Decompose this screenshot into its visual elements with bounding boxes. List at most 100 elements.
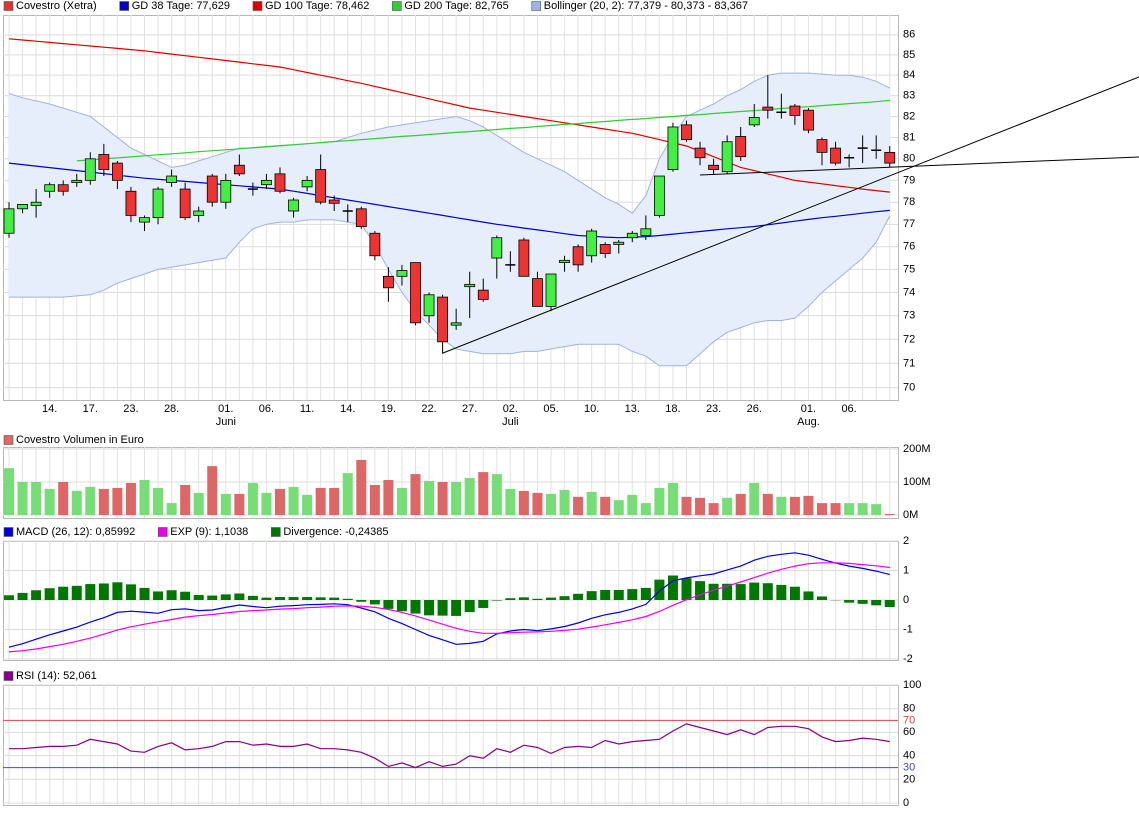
x-tick-label: 19. [381, 403, 396, 415]
volume-bar [708, 503, 719, 515]
divergence-bar [613, 589, 624, 600]
trend-line [699, 156, 1139, 176]
y-tick-label: 100M [903, 476, 931, 488]
candle-body [681, 124, 692, 141]
divergence-bar [437, 600, 448, 616]
divergence-bar [31, 590, 42, 600]
x-tick-label: 17. [83, 403, 98, 415]
moving-average [8, 38, 890, 193]
volume-bar [762, 493, 773, 515]
divergence-bar [573, 593, 584, 600]
volume-bar [613, 500, 624, 515]
divergence-bar [451, 600, 462, 616]
volume-bar [695, 497, 706, 515]
volume-bar [112, 487, 123, 515]
y-tick-label: 1 [903, 564, 909, 576]
y-tick-label: -2 [903, 653, 913, 665]
x-month-label: Aug. [797, 416, 820, 428]
y-tick-label: 0 [903, 797, 909, 809]
volume-bar [424, 481, 435, 515]
legend-swatch [3, 1, 14, 11]
x-tick-label: 11. [300, 403, 314, 415]
divergence-bar [288, 597, 299, 600]
volume-bar [789, 496, 800, 515]
divergence-bar [4, 595, 14, 600]
candle-body [694, 147, 706, 159]
divergence-bar [98, 583, 109, 600]
volume-bar [315, 487, 326, 515]
volume-bar [234, 493, 245, 515]
candle-body [816, 139, 828, 153]
volume-bar [844, 503, 855, 515]
candle-body [518, 239, 530, 277]
indicator-line [8, 562, 890, 653]
indicator-line [9, 723, 890, 769]
candle-body [288, 199, 299, 212]
y-tick-label: 78 [903, 196, 915, 208]
moving-average [8, 162, 890, 239]
volume-bar [803, 495, 814, 515]
volume-bar [31, 482, 42, 515]
divergence-bar [356, 600, 367, 602]
volume-bar [722, 497, 733, 515]
y-tick-label: 74 [903, 286, 915, 298]
y-tick-label: 2 [903, 535, 909, 547]
volume-bar [302, 494, 313, 515]
candle-body [423, 294, 435, 317]
candle-body [71, 179, 83, 183]
volume-bar [4, 468, 14, 515]
candle-body [369, 232, 381, 257]
indicator-line [8, 552, 890, 648]
y-tick-label: 200M [903, 443, 931, 455]
y-tick-label: 86 [903, 29, 915, 41]
reference-label: 70 [903, 714, 915, 726]
divergence-bar [546, 597, 556, 600]
volume-bar [464, 478, 475, 515]
candle-body [261, 179, 272, 186]
volume-bar [735, 493, 746, 515]
divergence-bar [464, 600, 475, 613]
divergence-bar [762, 583, 773, 600]
volume-bar [884, 514, 895, 515]
volume-bar [667, 482, 678, 515]
volume-bar [180, 484, 191, 515]
candle-body [721, 141, 733, 173]
volume-bar [17, 482, 28, 515]
divergence-bar [302, 597, 313, 600]
volume-bar [817, 503, 827, 515]
y-tick-label: 71 [903, 357, 915, 369]
volume-bar [139, 480, 150, 515]
volume-bar [857, 503, 868, 515]
x-tick-label: 27. [462, 403, 477, 415]
divergence-bar [329, 597, 340, 600]
volume-bar [383, 480, 394, 515]
candle-body [735, 136, 747, 158]
volume-bar [830, 503, 841, 515]
y-tick-label: 75 [903, 263, 915, 275]
x-tick-label: 23. [706, 403, 721, 415]
divergence-bar [708, 583, 719, 600]
volume-bar [329, 487, 340, 515]
divergence-bar [667, 575, 678, 600]
divergence-bar [681, 578, 692, 600]
candle-body [532, 278, 543, 307]
y-tick-label: 79 [903, 174, 915, 186]
divergence-bar [789, 586, 800, 600]
x-tick-label: 01. [218, 403, 233, 415]
divergence-bar [396, 600, 407, 612]
volume-bar [247, 482, 258, 515]
volume-bar [275, 488, 285, 515]
legend-swatch [3, 435, 14, 445]
y-tick-label: -1 [903, 623, 913, 635]
labels: 70 71 72 73 74 75 76 77 78 79 80 81 82 83 84 85 86 Covest… [3, 0, 931, 809]
candle-body [3, 208, 15, 234]
legend-label: GD 100 Tage: 78,462 [265, 0, 369, 12]
y-tick-label: 70 [903, 382, 915, 394]
divergence-bar [166, 590, 177, 600]
divergence-bar [369, 600, 380, 605]
legend-label: Covestro (Xetra) [16, 0, 97, 12]
y-tick-label: 40 [903, 750, 915, 762]
x-tick-label: 18. [665, 403, 680, 415]
volume-bar [681, 496, 692, 515]
